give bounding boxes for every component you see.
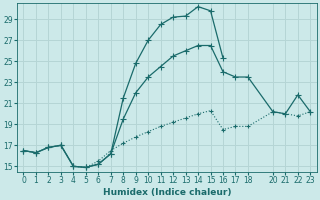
X-axis label: Humidex (Indice chaleur): Humidex (Indice chaleur) — [103, 188, 231, 197]
